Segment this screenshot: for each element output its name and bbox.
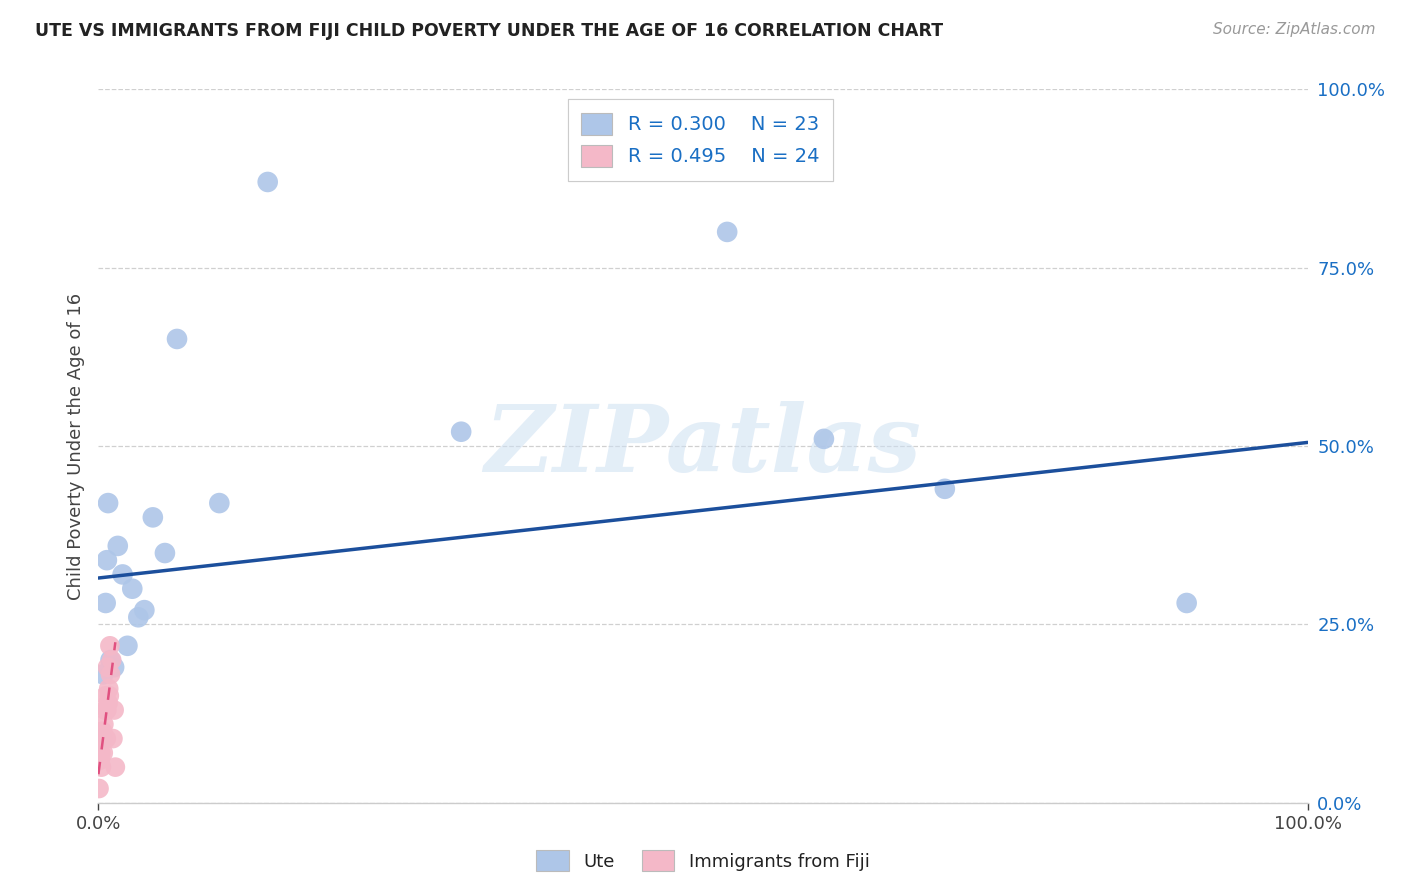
Point [89, 753, 111, 767]
Point [813, 432, 835, 446]
Point [89, 753, 111, 767]
Point [91, 667, 114, 681]
Text: Source: ZipAtlas.com: Source: ZipAtlas.com [1212, 22, 1375, 37]
Point [94, 596, 117, 610]
Point [96, 553, 118, 567]
Point [121, 582, 143, 596]
Point [127, 610, 149, 624]
Point [93, 717, 115, 731]
Point [256, 175, 278, 189]
Point [91, 724, 114, 739]
Point [934, 482, 956, 496]
Y-axis label: Child Poverty Under the Age of 16: Child Poverty Under the Age of 16 [66, 293, 84, 599]
Point [98, 639, 121, 653]
Point [166, 332, 188, 346]
Point [97, 696, 120, 710]
Text: UTE VS IMMIGRANTS FROM FIJI CHILD POVERTY UNDER THE AGE OF 16 CORRELATION CHART: UTE VS IMMIGRANTS FROM FIJI CHILD POVERT… [35, 22, 943, 40]
Legend: R = 0.300    N = 23, R = 0.495    N = 24: R = 0.300 N = 23, R = 0.495 N = 24 [568, 99, 832, 181]
Point [1175, 596, 1198, 610]
Point [96, 703, 118, 717]
Point [87, 781, 110, 796]
Point [100, 667, 122, 681]
Point [450, 425, 472, 439]
Point [153, 546, 176, 560]
Point [96, 660, 118, 674]
Point [91, 746, 114, 760]
Legend: Ute, Immigrants from Fiji: Ute, Immigrants from Fiji [529, 843, 877, 879]
Point [94, 703, 117, 717]
Point [100, 653, 122, 667]
Point [91, 724, 114, 739]
Point [96, 731, 118, 746]
Point [134, 603, 156, 617]
Point [90, 746, 112, 760]
Point [97, 681, 120, 696]
Point [91, 731, 114, 746]
Point [716, 225, 738, 239]
Point [208, 496, 231, 510]
Point [97, 496, 120, 510]
Point [90, 760, 112, 774]
Point [101, 731, 124, 746]
Point [94, 689, 117, 703]
Point [107, 539, 129, 553]
Point [103, 703, 125, 717]
Point [103, 660, 125, 674]
Point [104, 760, 127, 774]
Text: ZIPatlas: ZIPatlas [485, 401, 921, 491]
Point [100, 653, 122, 667]
Point [117, 639, 139, 653]
Point [142, 510, 165, 524]
Point [111, 567, 134, 582]
Point [93, 731, 115, 746]
Point [98, 689, 121, 703]
